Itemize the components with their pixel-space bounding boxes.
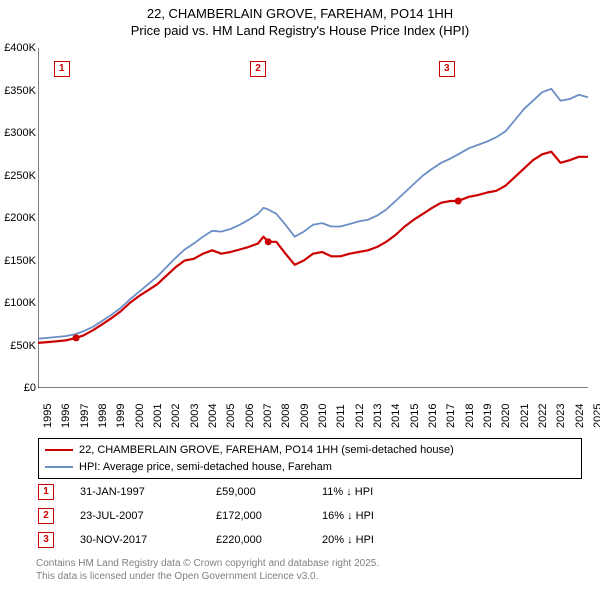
chart-title-line2: Price paid vs. HM Land Registry's House … bbox=[0, 23, 600, 40]
legend-swatch-hpi bbox=[45, 466, 73, 468]
y-tick-label: £50K bbox=[10, 340, 36, 352]
x-tick-label: 1998 bbox=[97, 404, 109, 428]
x-tick-label: 2009 bbox=[299, 404, 311, 428]
legend-swatch-price-paid bbox=[45, 449, 73, 451]
x-tick-label: 2008 bbox=[280, 404, 292, 428]
events-table: 1 31-JAN-1997 £59,000 11% ↓ HPI 2 23-JUL… bbox=[38, 480, 582, 552]
x-tick-label: 2022 bbox=[537, 404, 549, 428]
legend-box: 22, CHAMBERLAIN GROVE, FAREHAM, PO14 1HH… bbox=[38, 438, 582, 479]
event-marker-2: 2 bbox=[38, 508, 54, 524]
x-tick-label: 1996 bbox=[60, 404, 72, 428]
y-tick-label: £200K bbox=[4, 212, 36, 224]
y-tick-label: £400K bbox=[4, 42, 36, 54]
y-tick-label: £250K bbox=[4, 170, 36, 182]
x-tick-label: 2023 bbox=[555, 404, 567, 428]
legend-row-price-paid: 22, CHAMBERLAIN GROVE, FAREHAM, PO14 1HH… bbox=[45, 442, 575, 459]
event-marker-1: 1 bbox=[38, 484, 54, 500]
event-price: £59,000 bbox=[216, 486, 296, 498]
y-tick-label: £300K bbox=[4, 127, 36, 139]
chart-title-line1: 22, CHAMBERLAIN GROVE, FAREHAM, PO14 1HH bbox=[0, 6, 600, 23]
x-tick-label: 2015 bbox=[409, 404, 421, 428]
x-tick-label: 2003 bbox=[189, 404, 201, 428]
y-axis-ticks: £0£50K£100K£150K£200K£250K£300K£350K£400… bbox=[0, 48, 38, 388]
x-tick-label: 2000 bbox=[134, 404, 146, 428]
attribution-line2: This data is licensed under the Open Gov… bbox=[36, 571, 584, 584]
x-tick-label: 2016 bbox=[427, 404, 439, 428]
x-tick-label: 2013 bbox=[372, 404, 384, 428]
x-axis-ticks: 1995 1996 1997 1998 1999 2000 2001 2002 2003 2004… bbox=[38, 390, 588, 438]
x-tick-label: 2006 bbox=[244, 404, 256, 428]
page-root: { "title": { "line1": "22, CHAMBERLAIN G… bbox=[0, 0, 600, 590]
x-tick-label: 2002 bbox=[170, 404, 182, 428]
event-row: 1 31-JAN-1997 £59,000 11% ↓ HPI bbox=[38, 480, 582, 504]
legend-label-hpi: HPI: Average price, semi-detached house,… bbox=[79, 459, 332, 476]
x-tick-label: 2011 bbox=[335, 404, 347, 428]
y-tick-label: £150K bbox=[4, 255, 36, 267]
x-tick-label: 2025 bbox=[592, 404, 600, 428]
annotation-marker-2: 2 bbox=[250, 61, 266, 77]
event-diff: 11% ↓ HPI bbox=[322, 486, 422, 498]
attribution-text: Contains HM Land Registry data © Crown c… bbox=[36, 558, 584, 583]
y-tick-label: £100K bbox=[4, 297, 36, 309]
x-tick-label: 1995 bbox=[42, 404, 54, 428]
legend-label-price-paid: 22, CHAMBERLAIN GROVE, FAREHAM, PO14 1HH… bbox=[79, 442, 454, 459]
annotation-marker-1: 1 bbox=[54, 61, 70, 77]
x-tick-label: 2007 bbox=[262, 404, 274, 428]
x-tick-label: 2019 bbox=[482, 404, 494, 428]
legend-row-hpi: HPI: Average price, semi-detached house,… bbox=[45, 459, 575, 476]
x-tick-label: 2024 bbox=[574, 404, 586, 428]
y-tick-label: £0 bbox=[24, 382, 36, 394]
event-marker-3: 3 bbox=[38, 532, 54, 548]
attribution-line1: Contains HM Land Registry data © Crown c… bbox=[36, 558, 584, 571]
event-price: £220,000 bbox=[216, 534, 296, 546]
x-tick-label: 2017 bbox=[445, 404, 457, 428]
x-tick-label: 2021 bbox=[519, 404, 531, 428]
event-diff: 16% ↓ HPI bbox=[322, 510, 422, 522]
chart-title-block: 22, CHAMBERLAIN GROVE, FAREHAM, PO14 1HH… bbox=[0, 0, 600, 40]
event-date: 30-NOV-2017 bbox=[80, 534, 190, 546]
x-tick-label: 2014 bbox=[390, 404, 402, 428]
line-chart-svg bbox=[38, 48, 588, 388]
x-tick-label: 1997 bbox=[79, 404, 91, 428]
event-date: 31-JAN-1997 bbox=[80, 486, 190, 498]
x-tick-label: 2005 bbox=[225, 404, 237, 428]
chart-plot-area: 1 2 3 bbox=[38, 48, 588, 388]
event-price: £172,000 bbox=[216, 510, 296, 522]
event-row: 2 23-JUL-2007 £172,000 16% ↓ HPI bbox=[38, 504, 582, 528]
x-tick-label: 2012 bbox=[354, 404, 366, 428]
x-tick-label: 1999 bbox=[115, 404, 127, 428]
annotation-marker-3: 3 bbox=[439, 61, 455, 77]
x-tick-label: 2004 bbox=[207, 404, 219, 428]
event-diff: 20% ↓ HPI bbox=[322, 534, 422, 546]
y-tick-label: £350K bbox=[4, 85, 36, 97]
event-date: 23-JUL-2007 bbox=[80, 510, 190, 522]
x-tick-label: 2010 bbox=[317, 404, 329, 428]
x-tick-label: 2020 bbox=[500, 404, 512, 428]
event-row: 3 30-NOV-2017 £220,000 20% ↓ HPI bbox=[38, 528, 582, 552]
x-tick-label: 2018 bbox=[464, 404, 476, 428]
x-tick-label: 2001 bbox=[152, 404, 164, 428]
